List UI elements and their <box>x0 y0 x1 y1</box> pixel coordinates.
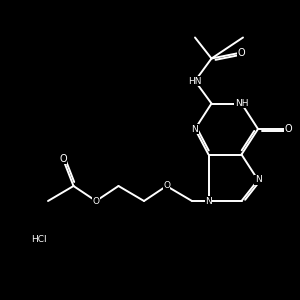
Text: O: O <box>238 47 245 58</box>
Text: NH: NH <box>235 99 248 108</box>
Text: O: O <box>284 124 292 134</box>
Text: O: O <box>92 196 100 206</box>
Text: N: N <box>255 176 261 184</box>
Text: N: N <box>192 124 198 134</box>
Text: O: O <box>59 154 67 164</box>
Text: N: N <box>205 196 212 206</box>
Text: HN: HN <box>188 76 202 85</box>
Text: HCl: HCl <box>31 236 47 244</box>
Text: O: O <box>163 182 170 190</box>
